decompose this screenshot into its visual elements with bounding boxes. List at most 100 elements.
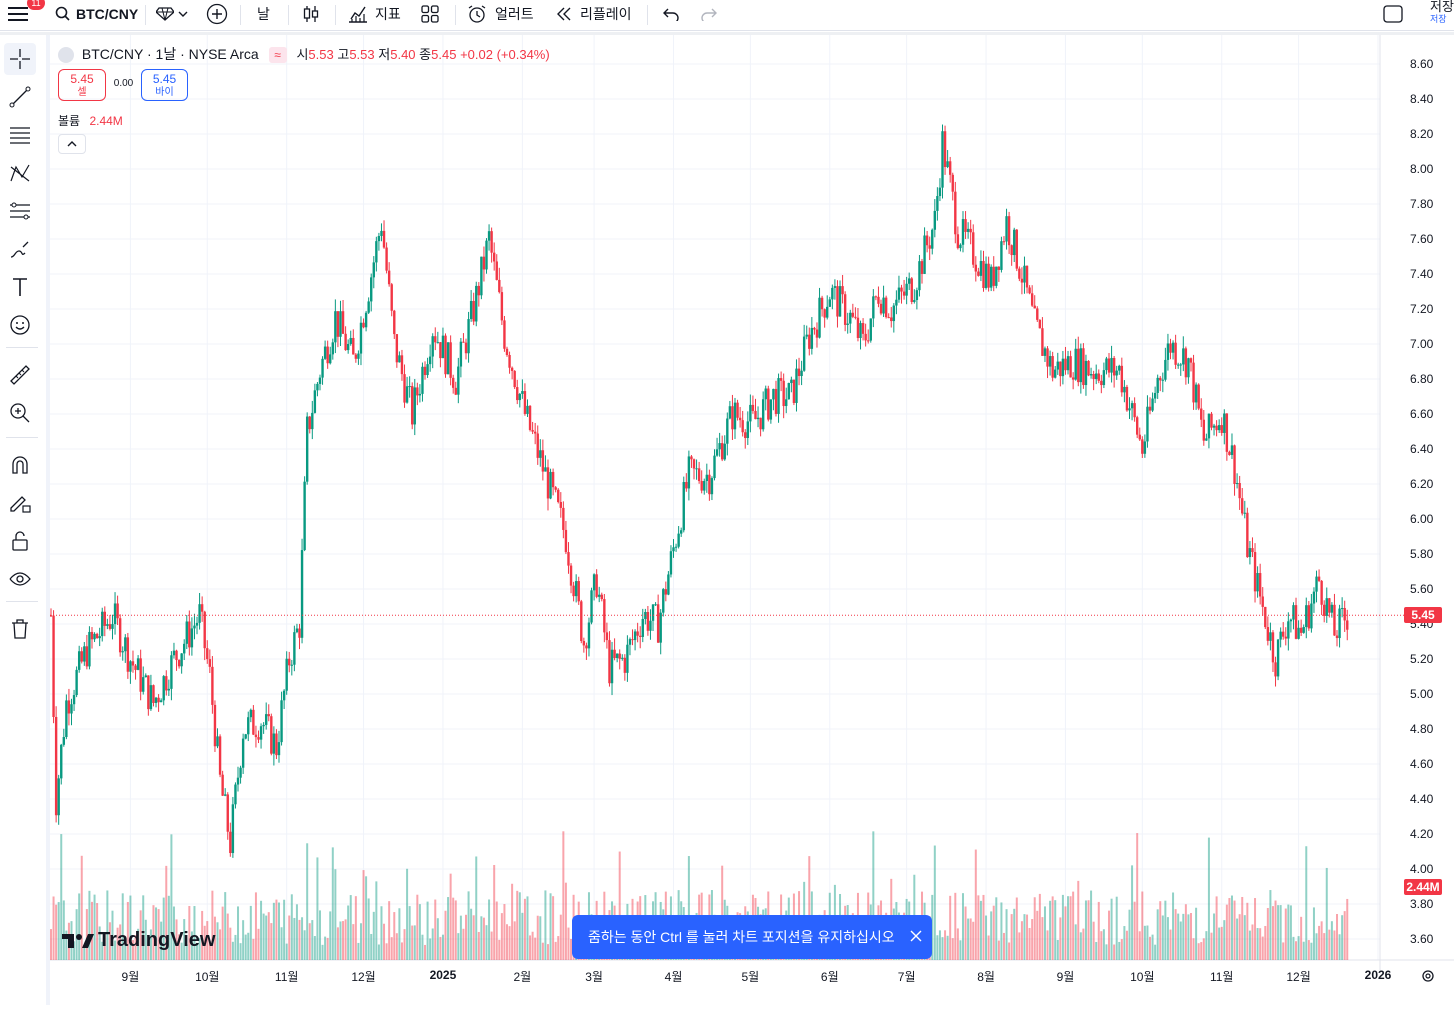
volume-bar bbox=[1159, 901, 1162, 960]
save-button[interactable]: 저장 저장 bbox=[1430, 0, 1454, 24]
volume-bar bbox=[203, 925, 206, 960]
price-axis-label: 4.00 bbox=[1410, 862, 1434, 876]
candle-body bbox=[75, 669, 78, 696]
candle-body bbox=[987, 263, 990, 288]
pattern-tool[interactable] bbox=[4, 157, 36, 189]
menu-button[interactable] bbox=[8, 0, 30, 28]
candle-body bbox=[88, 631, 91, 667]
time-axis-label: 9월 bbox=[1056, 970, 1075, 984]
sell-button[interactable]: 5.45 셀 bbox=[58, 69, 106, 101]
alert-button[interactable]: 얼러트 bbox=[467, 0, 534, 28]
crosshair-tool[interactable] bbox=[4, 43, 36, 75]
magnet-tool[interactable] bbox=[4, 449, 36, 481]
buy-button[interactable]: 5.45 바이 bbox=[141, 69, 188, 101]
remove-drawings-tool[interactable] bbox=[4, 613, 36, 645]
legend-title[interactable]: BTC/CNY · 1날 · NYSE Arca bbox=[81, 46, 259, 62]
axis-settings-button[interactable] bbox=[1420, 968, 1436, 989]
collapse-legend-button[interactable] bbox=[58, 134, 86, 154]
candle-body bbox=[380, 230, 383, 236]
candle-body bbox=[308, 416, 311, 430]
candle-body bbox=[738, 417, 742, 421]
fullscreen-button[interactable] bbox=[1383, 0, 1403, 28]
price-axis-label: 8.00 bbox=[1410, 162, 1434, 176]
candle-body bbox=[477, 285, 481, 296]
volume-bar bbox=[1318, 925, 1321, 960]
horizontal-lines-tool[interactable] bbox=[4, 119, 36, 151]
volume-bar bbox=[357, 942, 360, 960]
candle-body bbox=[856, 317, 860, 338]
volume-bar bbox=[1023, 914, 1026, 960]
measure-tool[interactable] bbox=[4, 359, 36, 391]
undo-button[interactable] bbox=[662, 0, 680, 28]
volume-bar bbox=[421, 934, 424, 960]
volume-bar bbox=[131, 940, 134, 960]
candle-body bbox=[131, 661, 135, 666]
compare-button[interactable] bbox=[156, 0, 188, 28]
candle-body bbox=[510, 367, 514, 371]
candle-body bbox=[841, 286, 844, 295]
volume-bar bbox=[347, 905, 350, 960]
candle-body bbox=[323, 346, 327, 359]
candle-body bbox=[1048, 356, 1052, 367]
trash-icon bbox=[12, 619, 28, 639]
candle-body bbox=[1146, 406, 1149, 442]
text-tool[interactable] bbox=[4, 271, 36, 303]
candle-body bbox=[843, 294, 847, 325]
candle-body bbox=[951, 174, 954, 192]
volume-bar bbox=[262, 913, 265, 960]
hide-tool[interactable] bbox=[4, 563, 36, 595]
candle-body bbox=[623, 657, 627, 673]
zoom-tool[interactable] bbox=[4, 397, 36, 429]
candle-body bbox=[83, 646, 86, 662]
volume-bar bbox=[1161, 915, 1164, 960]
candle-body bbox=[1064, 358, 1067, 371]
candle-body bbox=[626, 644, 629, 673]
tradingview-logo[interactable]: TradingView bbox=[62, 929, 215, 952]
candle-body bbox=[428, 356, 432, 365]
chart-pane[interactable] bbox=[49, 35, 1454, 1005]
trend-line-tool[interactable] bbox=[4, 81, 36, 113]
wave-icon[interactable]: ≈ bbox=[268, 47, 287, 63]
volume-bar bbox=[1018, 932, 1021, 960]
volume-bar bbox=[977, 895, 980, 960]
candle-body bbox=[1176, 364, 1180, 366]
candle-body bbox=[546, 467, 550, 499]
replay-button[interactable]: 리플레이 bbox=[556, 0, 632, 28]
lock-all-tool[interactable] bbox=[4, 525, 36, 557]
add-symbol-button[interactable] bbox=[206, 0, 228, 28]
candle-body bbox=[508, 355, 511, 368]
toast-close-button[interactable] bbox=[910, 929, 922, 945]
candle-body bbox=[113, 603, 117, 625]
candle-body bbox=[1294, 605, 1298, 639]
chart-type-button[interactable] bbox=[302, 0, 320, 28]
candle-body bbox=[941, 131, 944, 188]
lock-drawing-tool[interactable] bbox=[4, 487, 36, 519]
candle-body bbox=[264, 714, 268, 725]
volume-bar bbox=[938, 930, 941, 960]
brush-tool[interactable] bbox=[4, 233, 36, 265]
layouts-button[interactable] bbox=[421, 0, 439, 28]
indicators-button[interactable]: 지표 bbox=[348, 0, 401, 28]
price-axis-label: 8.60 bbox=[1410, 57, 1434, 71]
candle-body bbox=[85, 646, 89, 667]
emoji-tool[interactable] bbox=[4, 309, 36, 341]
candle-body bbox=[90, 631, 94, 640]
candle-body bbox=[846, 323, 849, 325]
volume-bar bbox=[121, 893, 124, 960]
time-axis-label: 8월 bbox=[977, 970, 995, 984]
candle-body bbox=[403, 374, 406, 403]
volume-bar bbox=[1269, 890, 1272, 960]
candle-body bbox=[754, 410, 757, 420]
volume-bar bbox=[1125, 930, 1128, 960]
volume-bar bbox=[403, 929, 406, 960]
symbol-search-button[interactable]: BTC/CNY bbox=[55, 0, 138, 28]
volume-bar bbox=[265, 915, 268, 960]
volume-bar bbox=[93, 894, 96, 960]
volume-bar bbox=[949, 895, 952, 960]
candle-body bbox=[1023, 265, 1026, 283]
fib-tool[interactable] bbox=[4, 195, 36, 227]
price-chart[interactable] bbox=[49, 35, 1454, 1005]
interval-button[interactable]: 날 bbox=[257, 6, 270, 22]
redo-button[interactable] bbox=[700, 0, 718, 28]
volume-bar bbox=[57, 902, 60, 960]
